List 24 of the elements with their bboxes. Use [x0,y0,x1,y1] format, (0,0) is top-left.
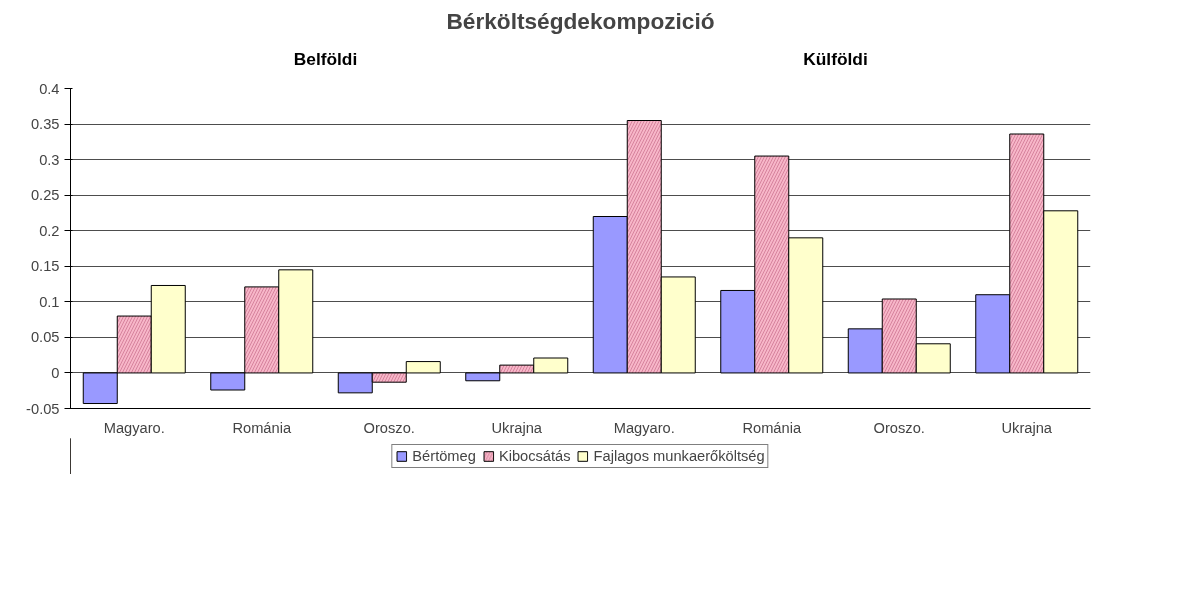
legend-label: Fajlagos munkaerőköltség [593,448,765,464]
x-tick-label: Magyaro. [613,419,675,436]
text: Belföldi [293,48,358,69]
chart-title: Bérköltségdekompozició [446,7,715,34]
text: Külföldi [803,48,868,69]
x-tick-label: Románia [742,419,802,436]
x-tick-label: Oroszo. [873,419,925,436]
y-tick-label: 0.35 [30,116,60,133]
x-tick-label: Ukrajna [1001,419,1053,436]
y-tick-label: 0.15 [30,258,60,275]
x-tick-label: Magyaro. [103,419,165,436]
y-tick-label: -0.05 [26,400,60,417]
y-tick-label: 0.25 [30,187,60,204]
y-tick-label: 0.2 [39,222,60,239]
y-tick-label: 0.3 [39,151,60,168]
y-tick-label: 0.1 [39,293,60,310]
y-tick-label: 0 [51,364,60,381]
y-tick-label: 0.05 [30,329,60,346]
x-tick-label: Románia [232,419,292,436]
legend-label: Bértömeg [412,448,476,464]
legend-label: Kibocsátás [498,448,571,464]
x-tick-label: Ukrajna [491,419,543,436]
x-tick-label: Oroszo. [363,419,415,436]
y-tick-label: 0.4 [39,80,60,97]
